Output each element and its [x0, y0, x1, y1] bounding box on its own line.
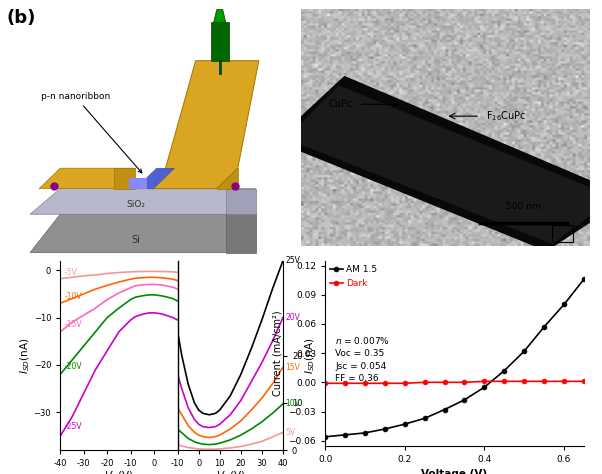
AM 1.5 [560, 301, 568, 307]
Dark [441, 380, 448, 385]
Dark [321, 381, 329, 386]
Polygon shape [217, 168, 238, 189]
AM 1.5 [461, 397, 468, 403]
Text: -10V: -10V [65, 292, 82, 301]
Polygon shape [301, 76, 590, 251]
Text: -20V: -20V [65, 362, 82, 371]
Polygon shape [211, 22, 229, 61]
Dark [481, 379, 488, 384]
AM 1.5 [321, 434, 329, 440]
AM 1.5 [401, 421, 408, 427]
Dark [341, 381, 349, 386]
Dark [461, 380, 468, 385]
Dark [541, 379, 548, 384]
Dark [580, 379, 588, 384]
Y-axis label: $I_{SD}$(nA): $I_{SD}$(nA) [19, 337, 32, 374]
Polygon shape [214, 9, 226, 22]
Polygon shape [226, 214, 256, 253]
Text: F$_{16}$CuPc: F$_{16}$CuPc [486, 109, 526, 123]
Text: $\it{n}$ = 0.007%
Voc = 0.35
Jsc = 0.054
FF = 0.36: $\it{n}$ = 0.007% Voc = 0.35 Jsc = 0.054… [335, 335, 390, 383]
Polygon shape [30, 189, 256, 214]
Polygon shape [226, 189, 256, 214]
X-axis label: $V_G$(V): $V_G$(V) [216, 470, 245, 474]
Text: 20V: 20V [285, 313, 300, 322]
AM 1.5 [341, 432, 349, 438]
Y-axis label: $I_{SD}$(nA): $I_{SD}$(nA) [304, 337, 317, 374]
Polygon shape [129, 178, 147, 189]
Text: -5V: -5V [65, 268, 78, 277]
Polygon shape [39, 168, 135, 189]
AM 1.5 [361, 430, 368, 436]
Dark [381, 381, 388, 386]
Text: 5V: 5V [285, 428, 295, 437]
Polygon shape [135, 61, 259, 189]
X-axis label: $V_G$(V): $V_G$(V) [104, 470, 134, 474]
Text: 500 nm: 500 nm [506, 202, 541, 211]
Y-axis label: Current (mA/cm²): Current (mA/cm²) [273, 310, 283, 396]
Dark [521, 379, 528, 384]
AM 1.5 [541, 324, 548, 330]
AM 1.5 [521, 348, 528, 354]
Dark [560, 379, 568, 384]
Text: (b): (b) [6, 9, 36, 27]
Polygon shape [144, 168, 238, 189]
Polygon shape [135, 168, 175, 189]
AM 1.5 [421, 416, 428, 421]
Polygon shape [30, 214, 256, 253]
Dark [501, 379, 508, 384]
Dark [401, 381, 408, 386]
Legend: AM 1.5, Dark: AM 1.5, Dark [329, 265, 377, 288]
Text: 10V: 10V [285, 400, 300, 408]
Text: -25V: -25V [65, 422, 82, 431]
Dark [361, 381, 368, 386]
X-axis label: Voltage (V): Voltage (V) [421, 469, 488, 474]
Dark [421, 380, 428, 385]
Text: SiO₂: SiO₂ [126, 200, 145, 209]
Text: CuPc: CuPc [329, 99, 353, 109]
Line: Dark: Dark [323, 379, 586, 386]
Polygon shape [114, 168, 135, 189]
Text: 15V: 15V [285, 363, 300, 372]
Line: AM 1.5: AM 1.5 [323, 277, 586, 439]
AM 1.5 [481, 384, 488, 390]
Text: p-n nanoribbon: p-n nanoribbon [40, 92, 142, 173]
Text: Si: Si [131, 235, 140, 245]
AM 1.5 [501, 368, 508, 374]
Text: 25V: 25V [285, 256, 300, 265]
Polygon shape [301, 85, 590, 244]
AM 1.5 [580, 276, 588, 282]
AM 1.5 [441, 407, 448, 412]
AM 1.5 [381, 426, 388, 432]
Text: -15V: -15V [65, 320, 82, 329]
